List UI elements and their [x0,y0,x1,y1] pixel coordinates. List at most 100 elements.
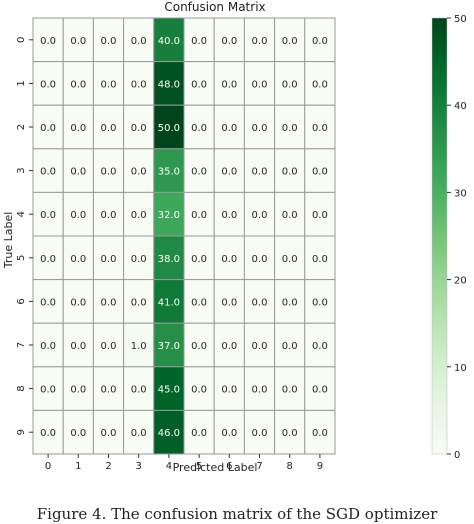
heatmap-cell-r6-c5 [183,279,215,324]
cell-label-r8-c7: 0.0 [252,385,268,396]
heatmap-cell-r1-c5 [183,61,215,106]
cell-label-r5-c7: 0.0 [252,254,268,265]
colorbar: 0 10 20 30 40 50 [431,14,467,461]
cell-label-r7-c8: 0.0 [282,341,298,352]
heatmap-cell-r9-c4 [153,409,185,455]
cell-label-r0-c9: 0.0 [312,36,328,47]
cell-label-r0-c2: 0.0 [101,36,117,47]
cell-label-r9-c3: 0.0 [131,428,147,439]
cell-label-r4-c5: 0.0 [191,210,207,221]
heatmap-cell-r1-c9 [304,61,336,106]
cell-label-r2-c3: 0.0 [131,123,147,134]
heatmap-cell-r5-c8 [274,235,306,281]
cell-label-r7-c7: 0.0 [252,341,268,352]
heatmap-cell-r3-c6 [213,148,245,193]
x-axis-label: Predicted Label [173,461,258,474]
cell-label-r4-c0: 0.0 [40,210,56,221]
cell-label-r3-c1: 0.0 [70,167,86,178]
heatmap-cell-r8-c3 [123,366,155,411]
x-tick-label-7: 7 [256,461,262,472]
heatmap-cell-r7-c2 [92,322,125,368]
cell-label-r7-c0: 0.0 [40,341,56,352]
cell-label-r5-c9: 0.0 [312,254,328,265]
cell-label-r5-c2: 0.0 [101,254,117,265]
cell-label-r4-c8: 0.0 [282,210,298,221]
cell-label-r3-c4: 35.0 [158,167,180,178]
cell-label-r3-c0: 0.0 [40,167,56,178]
heatmap-cell-r6-c7 [243,279,276,324]
cell-label-r8-c8: 0.0 [282,385,298,396]
heatmap-cell-r7-c4 [153,322,185,368]
heatmap-cell-r1-c6 [213,61,245,106]
cell-label-r2-c1: 0.0 [70,123,86,134]
x-tick-label-3: 3 [136,461,142,472]
heatmap-cell-r9-c8 [274,409,306,455]
heatmap-cell-r7-c6 [213,322,245,368]
cell-label-r5-c4: 38.0 [158,254,180,265]
cell-label-r9-c1: 0.0 [70,428,86,439]
cell-label-r9-c2: 0.0 [101,428,117,439]
cell-label-r7-c4: 37.0 [158,341,180,352]
cell-label-r7-c2: 0.0 [101,341,117,352]
cell-label-r9-c4: 46.0 [158,428,180,439]
heatmap-cell-r7-c7 [243,322,276,368]
y-axis-label: True Label [2,212,15,270]
colorbar-tick-label-3: 30 [454,188,467,199]
heatmap-cell-r9-c9 [304,409,336,455]
cell-label-r7-c9: 0.0 [312,341,328,352]
cell-label-r6-c1: 0.0 [70,297,86,308]
heatmap-cell-r0-c9 [304,17,336,63]
cell-label-r1-c9: 0.0 [312,79,328,90]
heatmap-cell-r2-c1 [62,104,94,150]
cell-label-r8-c0: 0.0 [40,385,56,396]
cell-label-r5-c8: 0.0 [282,254,298,265]
cell-label-r1-c7: 0.0 [252,79,268,90]
cell-label-r5-c6: 0.0 [221,254,237,265]
heatmap-cell-r1-c8 [274,61,306,106]
heatmap-cell-r6-c3 [123,279,155,324]
heatmap-cell-r9-c7 [243,409,276,455]
heatmap-cell-r4-c6 [213,191,245,237]
heatmap-cell-r5-c4 [153,235,185,281]
heatmap-cell-r4-c9 [304,191,336,237]
chart-title: Confusion Matrix [164,0,265,14]
cell-label-r9-c0: 0.0 [40,428,56,439]
cell-label-r1-c2: 0.0 [101,79,117,90]
heatmap-cell-r3-c0 [32,148,64,193]
cell-label-r8-c9: 0.0 [312,385,328,396]
cell-label-r3-c5: 0.0 [191,167,207,178]
heatmap-cell-r8-c8 [274,366,306,411]
x-tick-label-1: 1 [75,461,81,472]
cell-label-r2-c0: 0.0 [40,123,56,134]
heatmap-cell-r7-c1 [62,322,94,368]
heatmap-cell-r8-c6 [213,366,245,411]
heatmap-cell-r8-c9 [304,366,336,411]
heatmap-cell-r5-c0 [32,235,64,281]
heatmap-cell-r0-c7 [243,17,276,63]
cell-label-r2-c4: 50.0 [158,123,180,134]
heatmap-cells: 0.0 0.0 0.0 0.0 40.0 0.0 0.0 0.0 0.0 0.0 0.0 0.0 0.0… [32,17,336,455]
y-tick-label-1: 1 [16,80,27,86]
colorbar-gradient [431,17,448,455]
cell-label-r9-c6: 0.0 [221,428,237,439]
confusion-matrix-chart: Confusion Matrix Predicted Label True La… [2,0,467,474]
cell-label-r5-c1: 0.0 [70,254,86,265]
cell-label-r2-c2: 0.0 [101,123,117,134]
heatmap-cell-r8-c1 [62,366,94,411]
y-tick-label-8: 8 [16,385,27,391]
cell-label-r6-c7: 0.0 [252,297,268,308]
heatmap-cell-r4-c5 [183,191,215,237]
cell-label-r4-c6: 0.0 [221,210,237,221]
cell-label-r0-c0: 0.0 [40,36,56,47]
cell-label-r8-c6: 0.0 [221,385,237,396]
heatmap-cell-r7-c5 [183,322,215,368]
heatmap-cell-r2-c7 [243,104,276,150]
heatmap-cell-r4-c4 [153,191,185,237]
cell-label-r7-c5: 0.0 [191,341,207,352]
cell-label-r4-c4: 32.0 [158,210,180,221]
cell-label-r8-c3: 0.0 [131,385,147,396]
cell-label-r2-c8: 0.0 [282,123,298,134]
cell-label-r6-c3: 0.0 [131,297,147,308]
cell-label-r0-c4: 40.0 [158,36,180,47]
cell-label-r3-c7: 0.0 [252,167,268,178]
